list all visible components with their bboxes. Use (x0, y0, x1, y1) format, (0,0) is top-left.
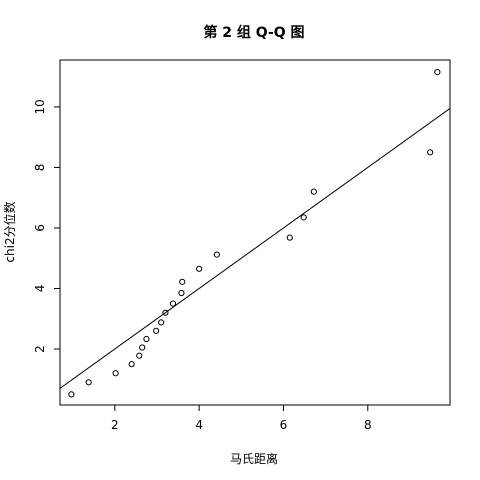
data-point (112, 370, 119, 377)
y-axis: 2 4 6 8 10 (33, 99, 60, 353)
y-tick-label: 2 (33, 345, 47, 353)
data-point (162, 309, 169, 316)
x-tick-label: 4 (195, 418, 203, 432)
data-point (85, 379, 92, 386)
data-point (300, 214, 307, 221)
y-tick-label: 8 (33, 164, 47, 172)
data-point (169, 300, 177, 307)
x-axis: 2 4 6 8 (111, 405, 372, 432)
y-tick-label: 6 (33, 224, 47, 232)
data-point (434, 69, 441, 76)
x-axis-label: 马氏距离 (230, 451, 278, 466)
reference-line (59, 108, 451, 389)
data-point (143, 335, 150, 343)
data-point (153, 327, 160, 334)
x-tick-label: 8 (364, 418, 372, 432)
y-axis-label: chi2分位数 (2, 201, 17, 262)
x-tick-label: 2 (111, 418, 119, 432)
y-tick-label: 4 (33, 285, 47, 293)
data-point (128, 361, 135, 368)
chart-title: 第 2 组 Q-Q 图 (203, 24, 304, 41)
data-point (427, 149, 434, 156)
data-point (178, 289, 185, 297)
reference-line-layer (59, 108, 451, 389)
points-layer (68, 69, 441, 398)
plot-frame (59, 59, 451, 406)
y-tick-label: 10 (33, 99, 47, 114)
x-tick-label: 6 (280, 418, 288, 432)
data-point (286, 234, 293, 241)
data-point (310, 188, 317, 195)
data-point (136, 352, 143, 359)
data-point (213, 251, 220, 258)
data-point (139, 344, 146, 351)
data-point (196, 265, 203, 272)
data-point (158, 319, 165, 326)
data-point (68, 391, 75, 398)
data-point (179, 278, 186, 285)
